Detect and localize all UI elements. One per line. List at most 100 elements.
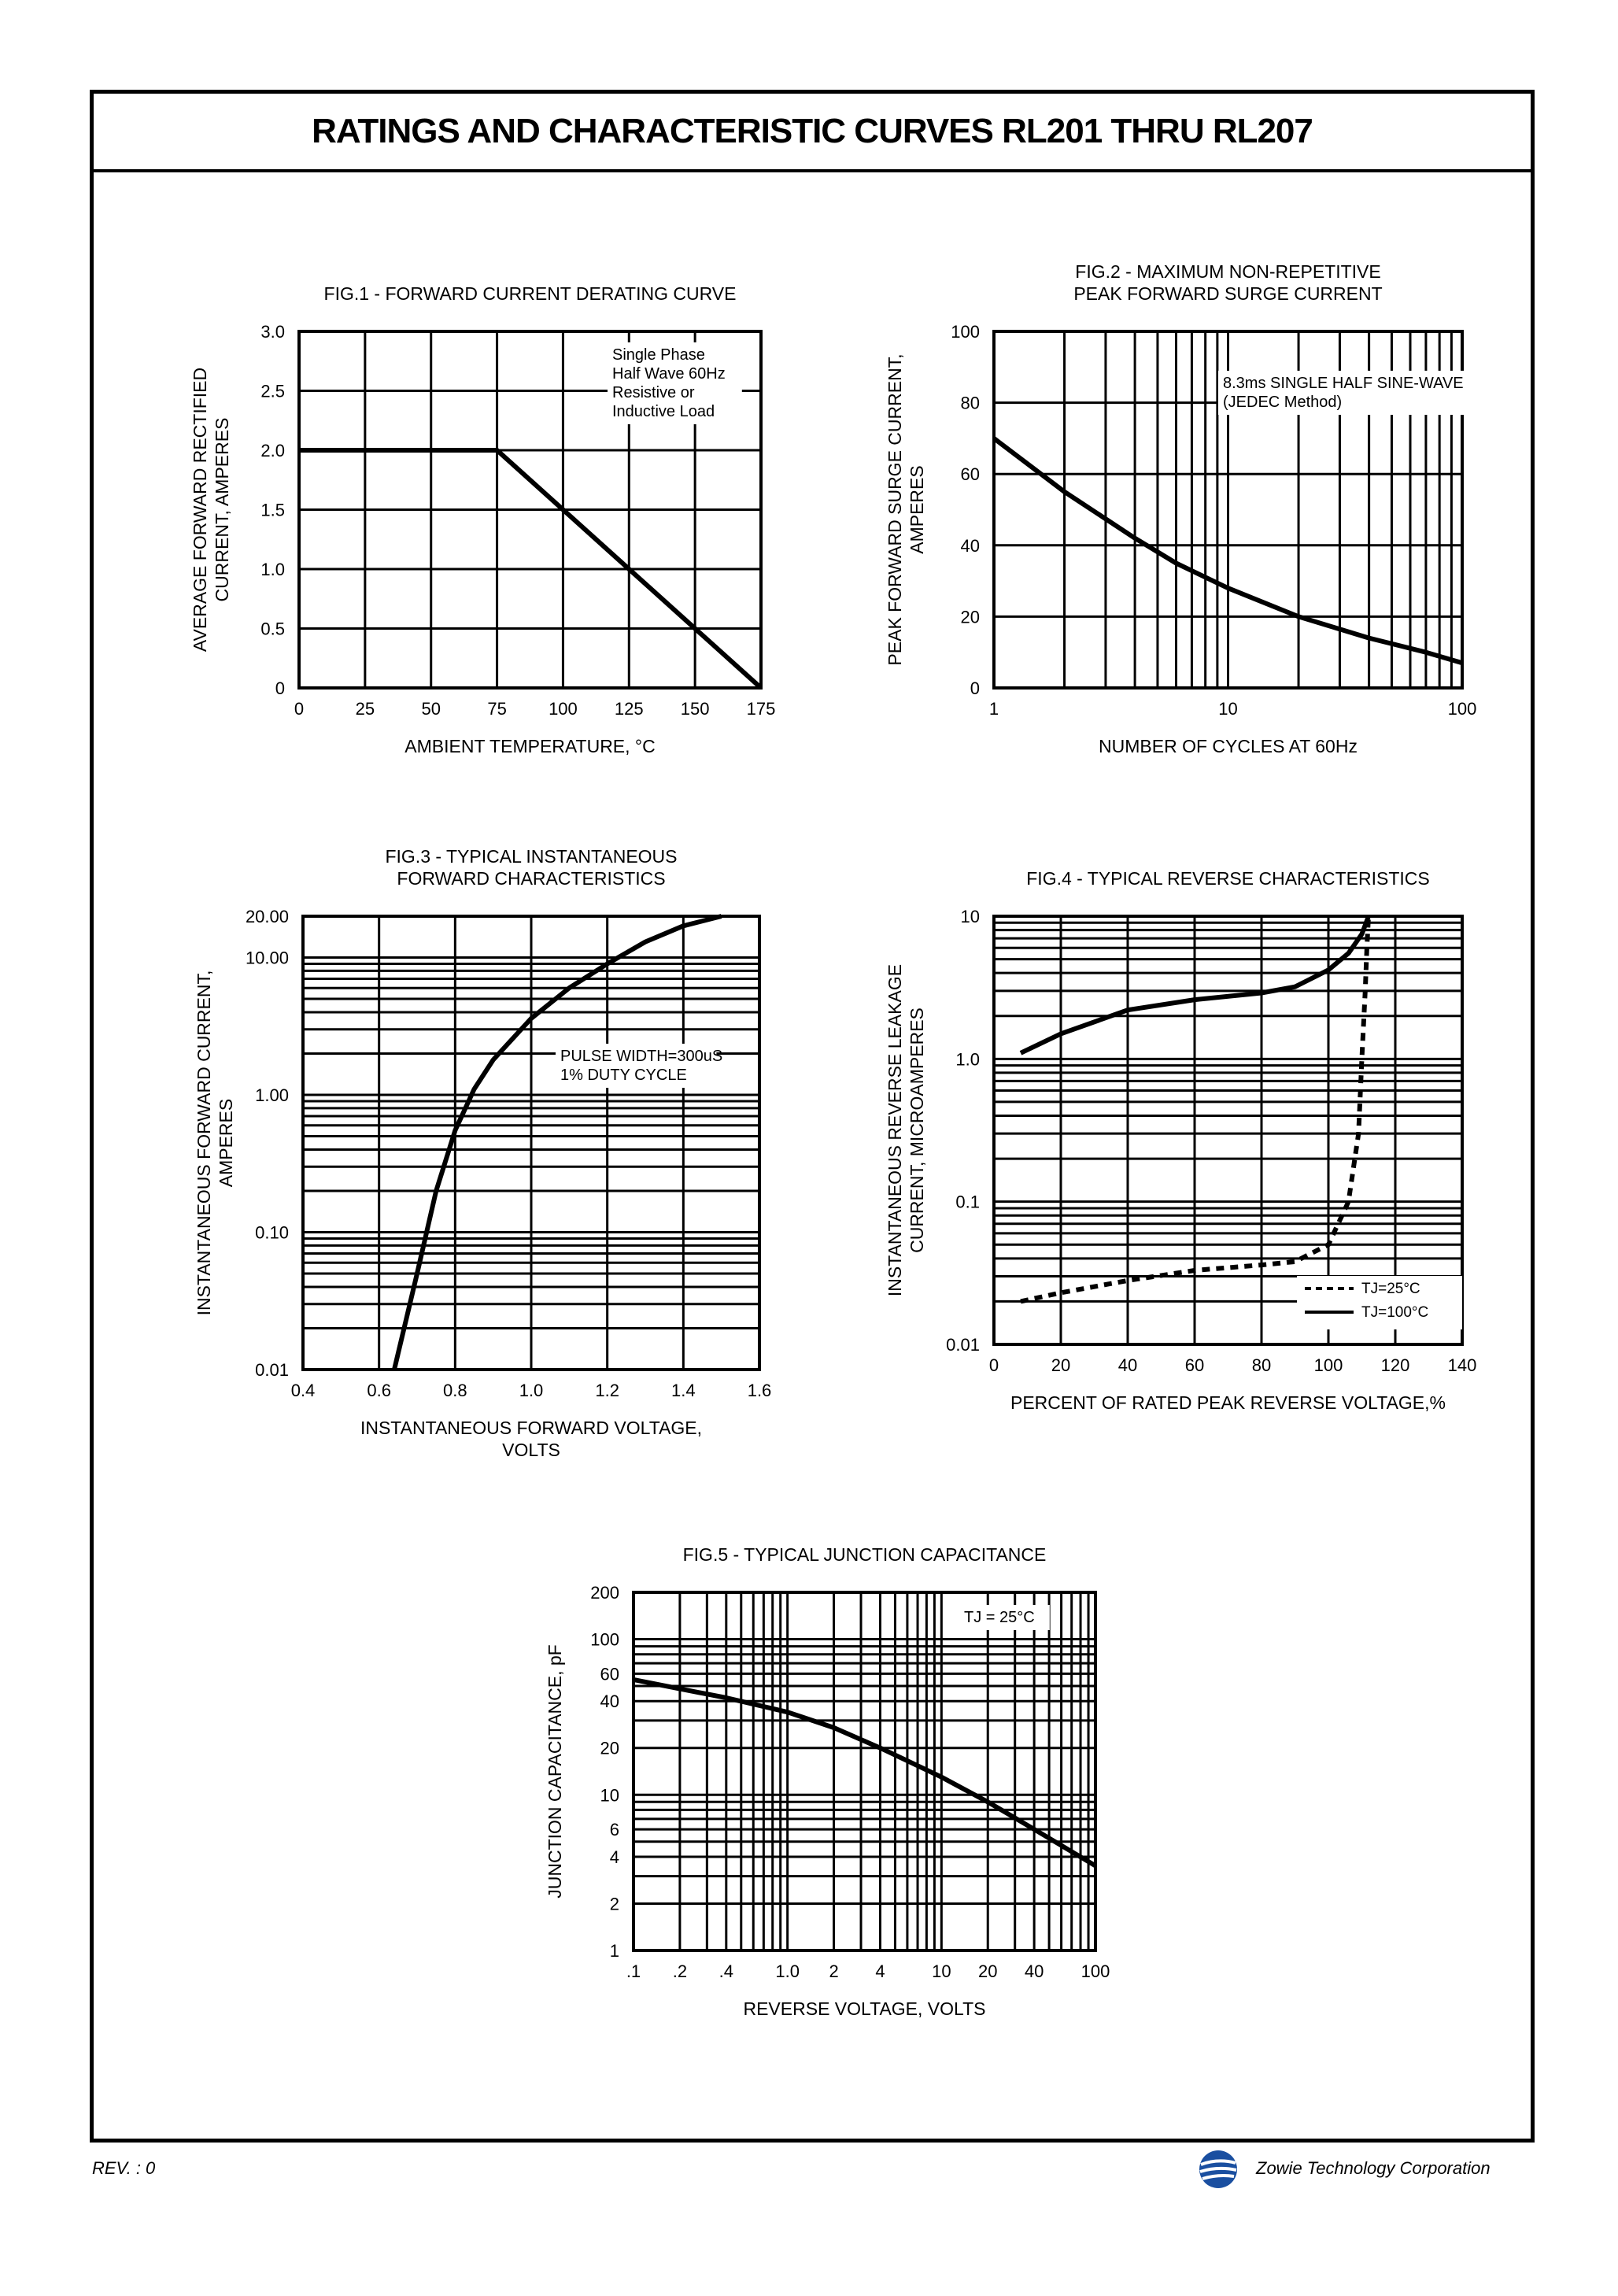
fig3-x-tick-label: 0.8 [443, 1381, 467, 1400]
fig3-group [301, 914, 761, 1371]
footer-revision: REV. : 0 [92, 2158, 156, 2178]
fig5-x-tick-label: 2 [829, 1961, 838, 1981]
fig1-annotation: Single Phase [612, 346, 705, 364]
fig4-x-tick-label: 0 [989, 1355, 999, 1375]
page-title: RATINGS AND CHARACTERISTIC CURVES RL201 … [312, 112, 1313, 150]
fig3-y-tick-label: 20.00 [246, 907, 289, 926]
fig1-y-tick-label: 3.0 [260, 322, 285, 342]
fig4-series-line-0 [1020, 915, 1371, 1304]
fig3-x-axis-label: VOLTS [502, 1440, 560, 1460]
fig3-annotation: PULSE WIDTH=300uS [560, 1048, 722, 1065]
fig5-group [632, 1591, 1097, 1952]
fig4-x-tick-label: 120 [1381, 1355, 1410, 1375]
fig1-x-tick-label: 100 [549, 699, 578, 719]
fig3-x-tick-label: 1.4 [671, 1381, 696, 1400]
fig1-x-tick-label: 25 [356, 699, 375, 719]
fig4-legend-label: TJ=100°C [1361, 1304, 1428, 1321]
fig2-y-axis-label: AMPERES [907, 465, 927, 553]
fig1-y-axis-label: AVERAGE FORWARD RECTIFIED [190, 368, 210, 652]
fig4-title: FIG.4 - TYPICAL REVERSE CHARACTERISTICS [1026, 868, 1430, 889]
fig2-title: FIG.2 - MAXIMUM NON-REPETITIVE [1075, 261, 1380, 282]
fig5-x-tick-label: 40 [1025, 1961, 1044, 1981]
fig3-annotation-box [556, 1044, 717, 1088]
fig2-y-tick-label: 60 [961, 464, 980, 484]
fig3-y-tick-label: 1.00 [255, 1085, 289, 1105]
fig1-x-tick-label: 125 [615, 699, 644, 719]
fig2-y-axis-label: PEAK FORWARD SURGE CURRENT, [885, 353, 905, 665]
fig4-y-tick-label: 0.01 [946, 1335, 980, 1355]
fig5-y-tick-label: 200 [590, 1583, 619, 1603]
fig2-y-tick-label: 40 [961, 536, 980, 556]
fig2-x-tick-label: 10 [1218, 699, 1237, 719]
fig2-series-line-0 [992, 436, 1463, 666]
fig2-x-tick-label: 1 [989, 699, 999, 719]
fig5-title: FIG.5 - TYPICAL JUNCTION CAPACITANCE [683, 1544, 1047, 1565]
fig3-x-tick-label: 0.4 [291, 1381, 316, 1400]
fig2-title: PEAK FORWARD SURGE CURRENT [1073, 283, 1382, 304]
fig4-x-tick-label: 80 [1252, 1355, 1271, 1375]
fig4-x-tick-label: 60 [1185, 1355, 1204, 1375]
fig1-x-tick-label: 175 [747, 699, 776, 719]
fig2-annotation: (JEDEC Method) [1223, 394, 1342, 411]
fig1-y-tick-label: 0.5 [260, 619, 285, 639]
fig5-x-tick-label: 100 [1081, 1961, 1110, 1981]
fig3-y-axis-label: INSTANTANEOUS FORWARD CURRENT, [194, 971, 214, 1316]
fig5-x-tick-label: 1.0 [775, 1961, 800, 1981]
fig1-annotation-box [608, 342, 742, 424]
fig3-title: FIG.3 - TYPICAL INSTANTANEOUS [385, 846, 677, 867]
fig1-y-tick-label: 2.0 [260, 441, 285, 460]
fig2-y-tick-label: 20 [961, 607, 980, 627]
fig3-title: FORWARD CHARACTERISTICS [397, 868, 665, 889]
fig5-y-tick-label: 100 [590, 1630, 619, 1650]
fig4-x-tick-label: 20 [1051, 1355, 1070, 1375]
fig2-y-tick-label: 100 [951, 322, 980, 342]
fig3-y-tick-label: 0.01 [255, 1360, 289, 1380]
fig1-y-tick-label: 1.5 [260, 501, 285, 520]
fig4-x-tick-label: 140 [1448, 1355, 1477, 1375]
fig4-group [992, 915, 1464, 1346]
fig3-y-tick-label: 0.10 [255, 1223, 289, 1243]
fig1-series-line-0 [299, 448, 763, 690]
fig5-y-tick-label: 4 [610, 1847, 619, 1867]
fig5-y-axis-label: JUNCTION CAPACITANCE, pF [545, 1644, 565, 1898]
fig3-x-tick-label: 1.6 [748, 1381, 772, 1400]
fig5-plot-frame [632, 1591, 1097, 1952]
fig5-y-tick-label: 2 [610, 1894, 619, 1913]
fig5-annotation: TJ = 25°C [964, 1609, 1035, 1626]
fig3-x-tick-label: 0.6 [367, 1381, 391, 1400]
fig5-y-tick-label: 40 [600, 1691, 619, 1711]
fig1-title: FIG.1 - FORWARD CURRENT DERATING CURVE [324, 283, 737, 304]
fig1-annotation: Half Wave 60Hz [612, 365, 726, 383]
fig3-x-tick-label: 1.2 [595, 1381, 619, 1400]
zowie-globe-logo-icon [1199, 2150, 1237, 2188]
fig4-legend-box [1297, 1276, 1462, 1329]
fig1-y-axis-label: CURRENT, AMPERES [212, 418, 232, 602]
fig1-y-tick-label: 1.0 [260, 560, 285, 579]
fig1-x-tick-label: 150 [681, 699, 710, 719]
fig5-y-tick-label: 1 [610, 1941, 619, 1961]
fig2-annotation: 8.3ms SINGLE HALF SINE-WAVE [1223, 375, 1464, 392]
fig1-annotation: Inductive Load [612, 403, 715, 420]
fig5-x-axis-label: REVERSE VOLTAGE, VOLTS [743, 1998, 985, 2019]
fig2-annotation-box [1218, 371, 1468, 415]
fig3-y-tick-label: 10.00 [246, 948, 289, 968]
fig1-y-tick-label: 0 [275, 678, 285, 698]
fig1-x-tick-label: 50 [421, 699, 440, 719]
fig3-series-line-0 [392, 914, 722, 1370]
fig1-group [297, 330, 763, 690]
fig4-series-line-1 [1019, 915, 1371, 1056]
fig4-x-axis-label: PERCENT OF RATED PEAK REVERSE VOLTAGE,% [1010, 1392, 1446, 1413]
fig4-legend-label: TJ=25°C [1361, 1281, 1420, 1297]
fig5-y-tick-label: 10 [600, 1785, 619, 1805]
fig2-x-axis-label: NUMBER OF CYCLES AT 60Hz [1099, 736, 1358, 756]
fig5-x-tick-label: .2 [673, 1961, 687, 1981]
fig1-x-axis-label: AMBIENT TEMPERATURE, °C [404, 736, 655, 756]
fig5-annotation-box [959, 1605, 1050, 1630]
fig4-x-tick-label: 40 [1118, 1355, 1137, 1375]
fig1-x-tick-label: 0 [294, 699, 304, 719]
fig4-y-tick-label: 1.0 [955, 1049, 980, 1069]
fig5-x-tick-label: 20 [978, 1961, 997, 1981]
page-frame: RATINGS AND CHARACTERISTIC CURVES RL201 … [90, 90, 1535, 2143]
fig4-y-tick-label: 10 [961, 907, 980, 926]
